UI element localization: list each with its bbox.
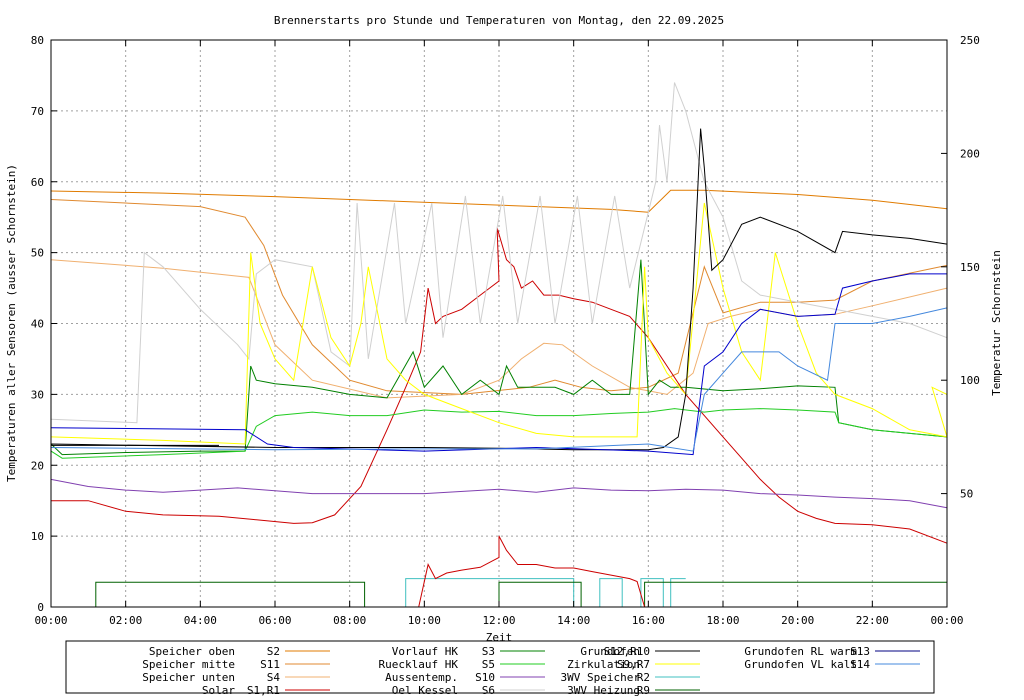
series-line-S14b [50, 307, 948, 452]
legend-code: S12,R10 [604, 645, 650, 658]
x-tick-label: 18:00 [706, 614, 739, 627]
x-tick-label: 10:00 [408, 614, 441, 627]
y-tick-label: 30 [31, 388, 44, 401]
x-tick-label: 20:00 [781, 614, 814, 627]
legend-label: Ruecklauf HK [379, 658, 459, 671]
y-tick-label: 60 [31, 176, 44, 189]
legend-code: S5 [482, 658, 495, 671]
legend-code: S14 [850, 658, 870, 671]
legend-label: Grundofen VL kalt [744, 658, 857, 671]
legend-code: S11 [260, 658, 280, 671]
y-tick-label: 70 [31, 105, 44, 118]
y-tick-label: 80 [31, 34, 44, 47]
legend-label: 3WV Heizung [567, 684, 640, 697]
x-tick-label: 22:00 [856, 614, 889, 627]
y2-tick-label: 100 [960, 374, 980, 387]
x-tick-label: 08:00 [333, 614, 366, 627]
legend-code: S2 [267, 645, 280, 658]
x-tick-label: 16:00 [632, 614, 665, 627]
legend-label: Speicher oben [149, 645, 235, 658]
series-line-S9,R7 [50, 202, 948, 445]
x-tick-label: 00:00 [34, 614, 67, 627]
legend-code: S9,R7 [617, 658, 650, 671]
legend-label: Grundofen RL warm [744, 645, 857, 658]
x-tick-label: 00:00 [930, 614, 963, 627]
y2-tick-label: 50 [960, 488, 973, 501]
legend-code: S4 [267, 671, 281, 684]
series-line-S14 [50, 273, 947, 456]
y-tick-label: 40 [31, 318, 44, 331]
y-tick-label: 50 [31, 247, 44, 260]
legend-code: S1,R1 [247, 684, 280, 697]
y-axis: 0 10 20 30 40 50 60 70 80 [31, 34, 57, 614]
legend-label: 3WV Speicher [561, 671, 641, 684]
legend-label: Speicher unten [142, 671, 235, 684]
legend-label: Oel Kessel [392, 684, 458, 697]
series-line-R9 [51, 581, 947, 608]
grid [51, 40, 947, 607]
legend-label: Speicher mitte [142, 658, 235, 671]
chart-title: Brennerstarts pro Stunde und Temperature… [274, 14, 724, 27]
x-tick-label: 06:00 [258, 614, 291, 627]
y2-tick-label: 200 [960, 147, 980, 160]
legend-code: R2 [637, 671, 650, 684]
x-tick-label: 04:00 [184, 614, 217, 627]
series-line-S5 [50, 408, 948, 459]
y-tick-label: 20 [31, 459, 44, 472]
legend-label: Solar [202, 684, 235, 697]
series-line-S1,R1 [51, 227, 948, 544]
y2-axis: 50 100 150 200 250 [941, 34, 980, 501]
y-tick-label: 10 [31, 530, 44, 543]
x-tick-label: 12:00 [482, 614, 515, 627]
series-line-S10 [50, 478, 948, 509]
y2-tick-label: 150 [960, 261, 980, 274]
x-axis: 00:00 02:00 04:00 06:00 08:00 10:00 12:00 14:00… [34, 40, 964, 627]
x-tick-label: 14:00 [557, 614, 590, 627]
legend-code: S6 [482, 684, 495, 697]
y-axis-label: Temperaturen aller Sensoren (ausser Scho… [5, 164, 18, 482]
legend-box [65, 640, 935, 694]
x-tick-label: 02:00 [109, 614, 142, 627]
legend-code: R9 [637, 684, 650, 697]
series-line-S11 [50, 199, 948, 395]
legend: Speicher oben S2 Speicher mitte S11 Speicher… [142, 645, 920, 697]
legend-code: S10 [475, 671, 495, 684]
legend-code: S3 [482, 645, 495, 658]
legend-label: Zirkulation [567, 658, 640, 671]
y-tick-label: 0 [37, 601, 44, 614]
series-line-S3 [50, 259, 948, 456]
y2-tick-label: 250 [960, 34, 980, 47]
burner-starts-line [418, 535, 646, 608]
plot-area [50, 82, 948, 608]
legend-code: S13 [850, 645, 870, 658]
legend-label: Vorlauf HK [392, 645, 459, 658]
series-line-S2 [50, 189, 948, 213]
y2-axis-label: Temperatur Schornstein [990, 250, 1003, 396]
legend-label: Aussentemp. [385, 671, 458, 684]
legend-label: Grundofen [580, 645, 640, 658]
